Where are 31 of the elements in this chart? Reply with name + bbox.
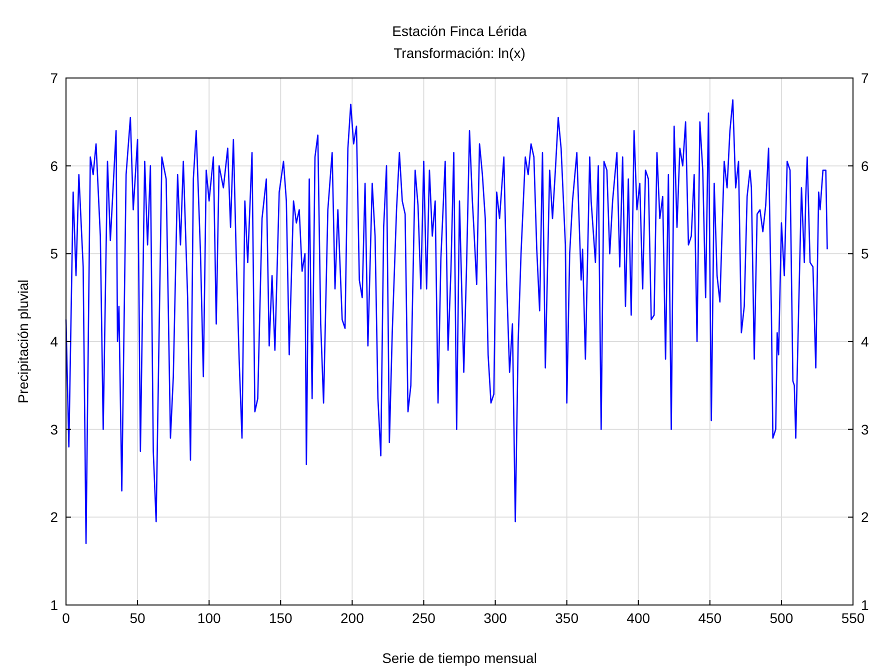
line-series — [65, 99, 828, 544]
x-tick-label: 100 — [197, 610, 221, 626]
y-tick-label: 3 — [50, 421, 58, 438]
x-tick-label: 350 — [555, 610, 579, 626]
y2-tick-label: 5 — [861, 246, 869, 262]
y2-tick-label: 1 — [861, 597, 869, 613]
x-tick-label: 400 — [626, 610, 650, 626]
x-tick-label: 50 — [130, 610, 146, 626]
y-tick-label: 6 — [50, 158, 58, 174]
x-tick-label: 150 — [268, 610, 293, 626]
x-tick-label: 450 — [698, 610, 722, 626]
y-tick-label: 5 — [50, 246, 58, 262]
y-tick-label: 2 — [50, 509, 58, 526]
y2-tick-label: 2 — [861, 509, 869, 526]
x-tick-label: 0 — [62, 610, 70, 626]
chart-title: Estación Finca Lérida — [392, 23, 528, 39]
y2-tick-label: 4 — [861, 334, 869, 350]
x-tick-label: 300 — [484, 610, 508, 626]
y2-tick-label: 6 — [861, 158, 869, 174]
x-tick-label: 550 — [841, 610, 865, 626]
y-axis-title: Precipitación pluvial — [15, 280, 31, 404]
x-tick-label: 200 — [340, 610, 364, 626]
y2-tick-label: 3 — [861, 421, 869, 438]
x-tick-label: 250 — [412, 610, 436, 626]
y-tick-label: 1 — [50, 597, 58, 613]
y-tick-label: 7 — [50, 70, 58, 86]
y2-tick-label: 7 — [861, 70, 869, 86]
chart-subtitle: Transformación: ln(x) — [394, 45, 526, 61]
x-tick-label: 500 — [770, 610, 794, 626]
x-axis-title: Serie de tiempo mensual — [382, 650, 537, 666]
y-tick-label: 4 — [50, 334, 58, 350]
